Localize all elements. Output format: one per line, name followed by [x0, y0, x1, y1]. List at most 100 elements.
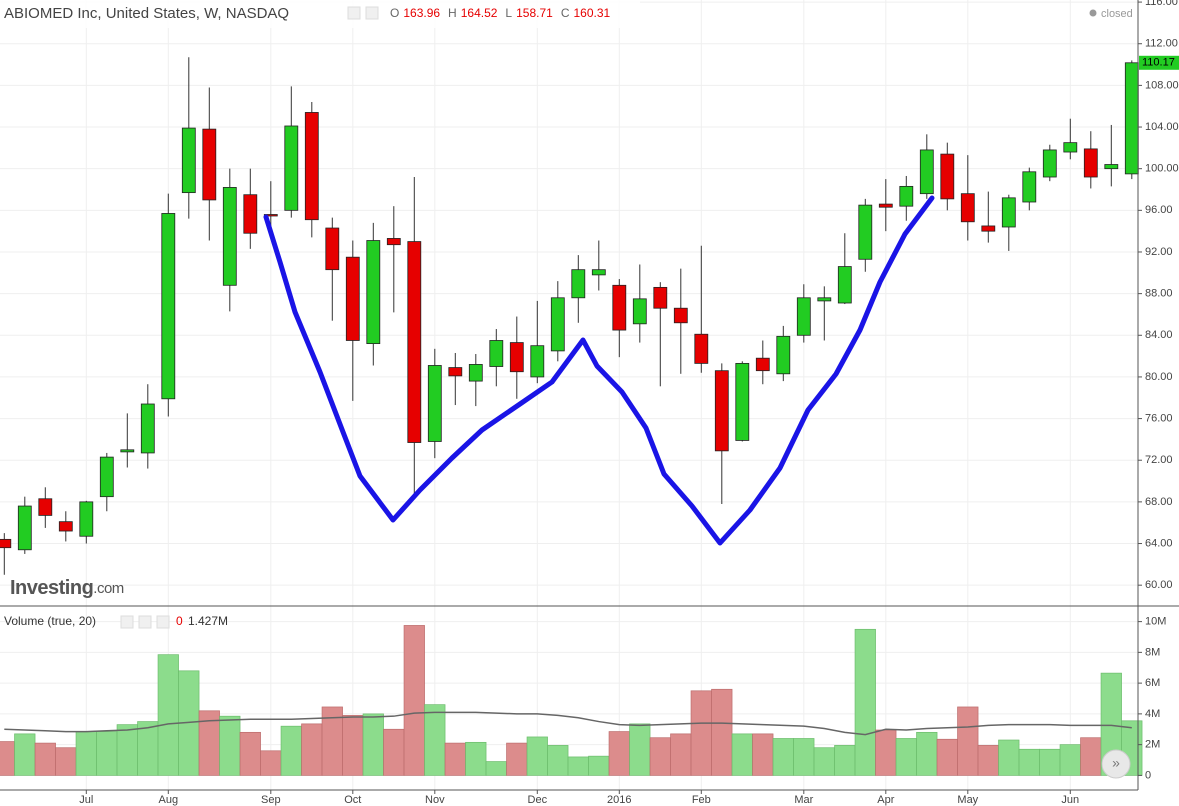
y-tick-label: 10M — [1145, 616, 1166, 628]
ohlc-value: 158.71 — [516, 6, 553, 20]
candle-body — [530, 345, 545, 378]
candle-body — [427, 365, 442, 442]
volume-bar — [1018, 748, 1040, 776]
icon[interactable] — [138, 615, 152, 629]
logo-suffix: .com — [93, 580, 124, 597]
y-tick-label: 76.00 — [1145, 412, 1173, 424]
candle-body — [899, 185, 914, 207]
candle-body — [407, 241, 422, 443]
volume-bar — [813, 747, 835, 776]
y-tick-label: 72.00 — [1145, 454, 1173, 466]
volume-bar — [137, 721, 159, 776]
volume-bar — [957, 706, 979, 776]
volume-bar — [711, 688, 733, 776]
scroll-icon[interactable]: » — [1112, 755, 1120, 771]
y-tick-label: 84.00 — [1145, 329, 1173, 341]
volume-bar — [34, 742, 56, 776]
ohlc-value: 160.31 — [573, 6, 610, 20]
volume-bar — [690, 690, 712, 776]
candle-body — [58, 521, 73, 532]
volume-bar — [547, 745, 569, 776]
candle-body — [1063, 142, 1078, 153]
volume-bar — [1059, 744, 1081, 776]
y-tick-label: 0 — [1145, 769, 1151, 781]
volume-bar — [75, 731, 97, 776]
candle-body — [550, 297, 565, 352]
x-tick-label: Mar — [794, 794, 813, 806]
candle-body — [735, 362, 750, 441]
ohlc-key: L — [505, 6, 512, 20]
y-tick-label: 80.00 — [1145, 371, 1173, 383]
candle-body — [632, 298, 647, 325]
volume-bar — [1080, 737, 1102, 776]
logo-main: Investing — [10, 577, 93, 599]
volume-bar — [14, 733, 36, 776]
scroll-button[interactable] — [1101, 749, 1131, 779]
candle-body — [571, 269, 586, 299]
candle-body — [591, 269, 606, 276]
volume-bar — [444, 742, 466, 776]
candle-body — [1124, 62, 1139, 175]
volume-bar — [0, 741, 15, 776]
y-tick-label: 60.00 — [1145, 579, 1173, 591]
candle-body — [1022, 171, 1037, 203]
x-tick-label: Oct — [344, 794, 361, 806]
icon[interactable] — [156, 615, 170, 629]
candle-body — [181, 127, 196, 194]
candle-body — [612, 284, 627, 331]
status: closed — [1101, 8, 1133, 20]
candle-body — [222, 187, 237, 286]
logo: Investing.com — [10, 577, 124, 599]
icon[interactable] — [120, 615, 134, 629]
w-pattern-drawing — [263, 195, 935, 546]
volume-bar — [157, 654, 179, 776]
status-dot — [1089, 9, 1097, 17]
candle-body — [17, 505, 32, 551]
ohlc-key: O — [390, 6, 399, 20]
volume-bar — [731, 733, 753, 776]
volume-bar — [772, 738, 794, 776]
candle-body — [161, 213, 176, 400]
candle-body — [878, 203, 893, 208]
y-tick-label: 112.00 — [1145, 38, 1178, 50]
x-tick-label: Sep — [261, 794, 281, 806]
candle-body — [140, 403, 155, 454]
last-price-tag — [1139, 55, 1179, 70]
volume-bar — [403, 625, 425, 776]
candle-body — [1001, 197, 1016, 228]
volume-bar — [1039, 748, 1061, 776]
volume-bar — [752, 733, 774, 776]
volume-bar — [219, 715, 241, 776]
volume-bar — [834, 745, 856, 776]
chart-title: ABIOMED Inc, United States, W, NASDAQ — [4, 5, 289, 22]
candle-body — [653, 286, 668, 309]
candle-body — [1083, 148, 1098, 178]
ohlc-value: 164.52 — [461, 6, 498, 20]
volume-bar — [649, 737, 671, 776]
x-tick-label: Apr — [877, 794, 894, 806]
candle-body — [673, 307, 688, 324]
candle-body — [981, 225, 996, 232]
icon[interactable] — [347, 6, 361, 20]
x-tick-label: May — [957, 794, 978, 806]
volume-bar — [629, 723, 651, 776]
candle-body — [79, 501, 94, 537]
candle-body — [243, 194, 258, 234]
icon[interactable] — [365, 6, 379, 20]
volume-title: Volume (true, 20) — [4, 614, 96, 628]
y-tick-label: 6M — [1145, 677, 1160, 689]
volume-value: 1.427M — [188, 614, 228, 628]
volume-bar — [424, 704, 446, 776]
candle-body — [960, 193, 975, 223]
last-price-label: 110.17 — [1142, 57, 1175, 69]
candle-body — [940, 153, 955, 200]
candle-body — [776, 335, 791, 375]
candle-body — [0, 538, 12, 549]
volume-bar — [506, 742, 528, 776]
candle-body — [366, 240, 381, 345]
ohlc-value: 163.96 — [403, 6, 440, 20]
volume-bar — [793, 738, 815, 776]
volume-bar — [383, 728, 405, 776]
y-tick-label: 104.00 — [1145, 121, 1179, 133]
